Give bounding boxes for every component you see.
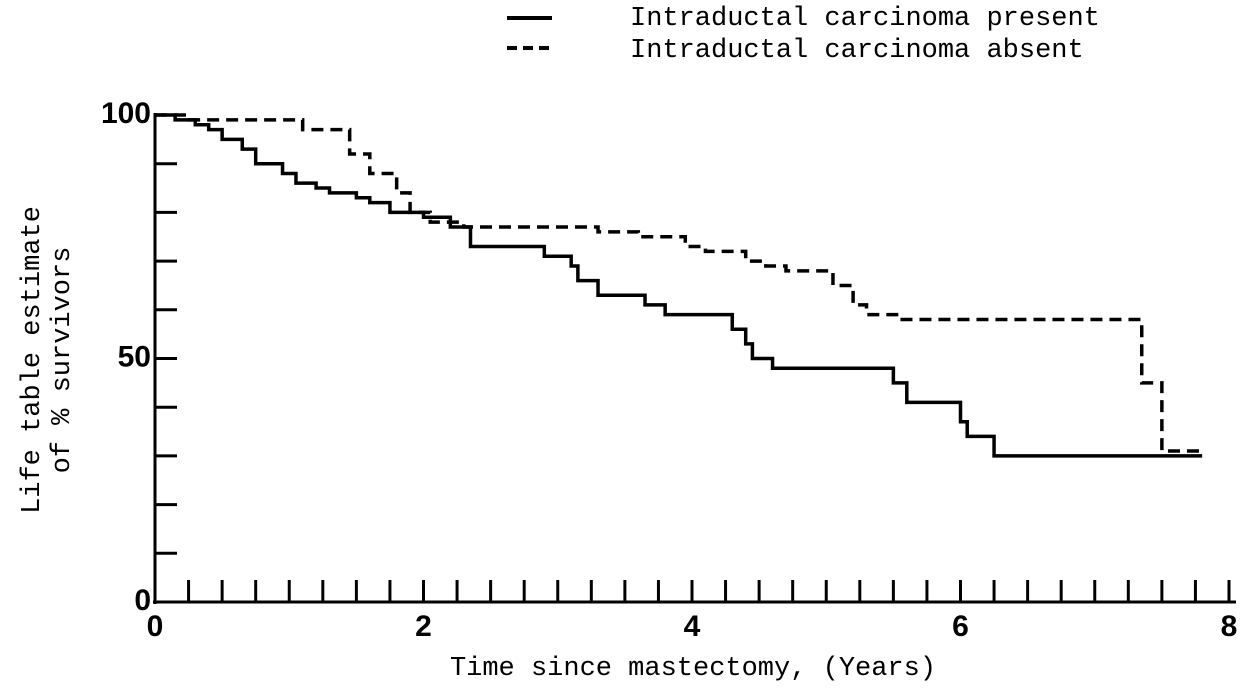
x-tick-label: 4 bbox=[684, 610, 701, 643]
x-tick-label: 8 bbox=[1221, 610, 1238, 643]
y-tick-label: 0 bbox=[134, 584, 151, 617]
x-tick-label: 6 bbox=[952, 610, 969, 643]
y-axis-label: Life table estimate of % survivors bbox=[18, 206, 78, 514]
x-tick-label: 0 bbox=[147, 610, 164, 643]
x-tick-label: 2 bbox=[415, 610, 432, 643]
survival-curve bbox=[155, 113, 1203, 458]
x-axis-label: Time since mastectomy, (Years) bbox=[450, 654, 936, 684]
y-tick-label: 50 bbox=[118, 340, 151, 373]
y-axis-label-line: Life table estimate bbox=[18, 206, 48, 514]
y-axis-label-line: of % survivors bbox=[48, 247, 78, 474]
legend-label: Intraductal carcinoma present bbox=[630, 4, 1100, 34]
legend-label: Intraductal carcinoma absent bbox=[630, 36, 1084, 66]
y-tick-label: 100 bbox=[101, 97, 151, 130]
survival-curve bbox=[155, 113, 1203, 453]
